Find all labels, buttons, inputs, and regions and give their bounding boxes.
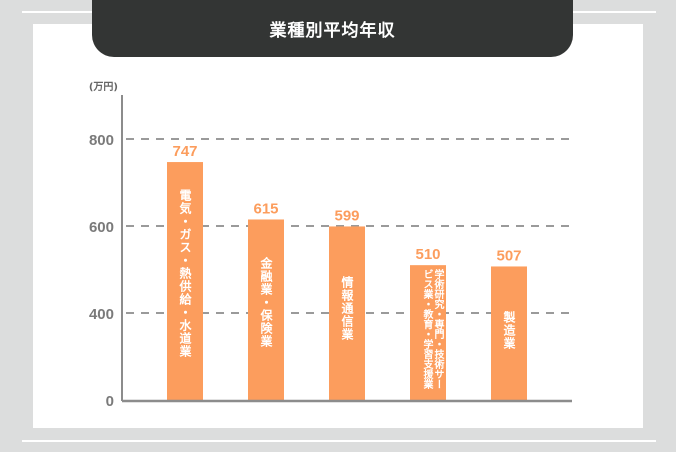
bar (248, 219, 284, 400)
y-tick-label: 600 (89, 219, 114, 236)
category-label: 情報通信業 (340, 275, 354, 341)
y-tick-label: 0 (106, 393, 114, 410)
data-label: 599 (334, 207, 359, 224)
category-label: 金融業・保険業 (259, 257, 273, 349)
category-label: 電気・ガス・熱供給・水道業 (178, 189, 192, 359)
data-label: 507 (496, 247, 521, 264)
y-axis-unit-label: (万円) (89, 81, 118, 93)
bar (167, 162, 203, 400)
category-label: 学術研究・専門・技術サービス業・教育・学習支援業 (421, 269, 443, 390)
bar (491, 266, 527, 400)
data-label: 510 (415, 246, 440, 263)
data-label: 615 (253, 200, 278, 217)
category-label: 製造業 (502, 310, 516, 350)
data-label: 747 (172, 143, 197, 160)
bar (410, 265, 446, 400)
chart-title: 業種別平均年収 (269, 21, 396, 41)
y-tick-label: 400 (89, 306, 114, 323)
chart-header: 業種別平均年収 (92, 0, 573, 57)
bottom-divider (22, 440, 656, 442)
bar (329, 226, 365, 400)
y-tick-label: 800 (89, 132, 114, 149)
